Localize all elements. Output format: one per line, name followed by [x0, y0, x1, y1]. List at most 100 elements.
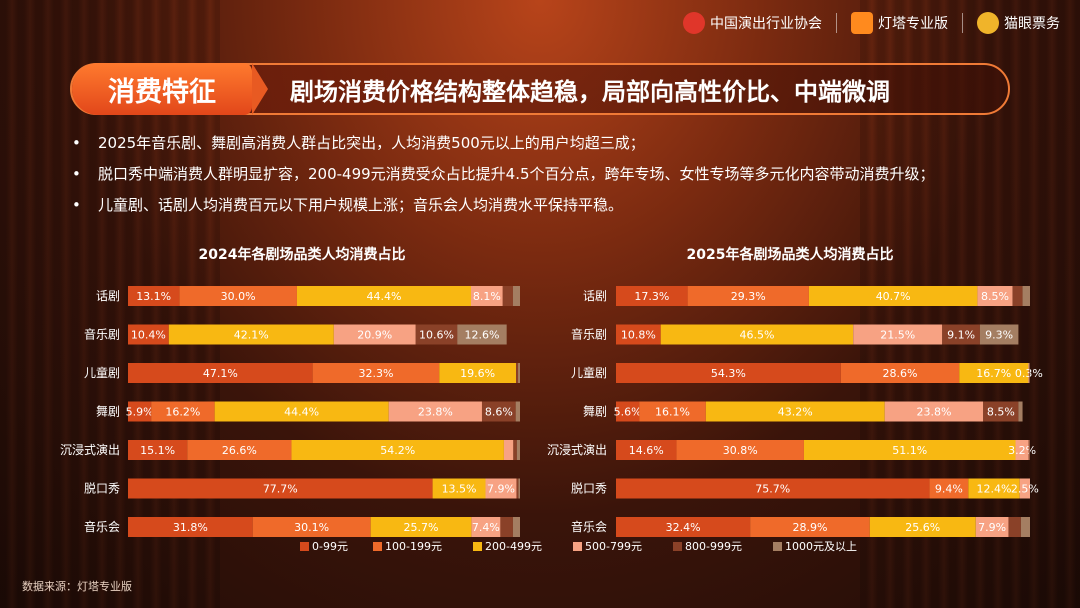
cpaa-seal-icon — [683, 12, 705, 34]
bar-segment — [1022, 286, 1030, 306]
data-label: 54.2% — [380, 444, 415, 457]
data-label: 15.1% — [140, 444, 175, 457]
bar-segment — [388, 401, 482, 422]
bullet-dot: • — [72, 165, 81, 183]
data-label: 28.9% — [792, 521, 827, 534]
bar-segment — [128, 517, 253, 537]
bar-segment — [485, 478, 517, 499]
category-label: 音乐剧 — [84, 327, 120, 342]
bullet-item: • 儿童剧、话剧人均消费百元以下用户规模上涨；音乐会人均消费水平保持平稳。 — [72, 190, 1062, 221]
data-label: 25.7% — [404, 521, 439, 534]
bar-segment — [660, 324, 854, 345]
data-label: 8.6% — [485, 406, 513, 419]
bar-segment — [808, 286, 978, 306]
category-label: 儿童剧 — [571, 365, 607, 380]
legend-swatch — [473, 542, 482, 551]
data-source: 数据来源：灯塔专业版 — [22, 580, 132, 593]
bar-segment — [512, 517, 520, 537]
bar-segment — [869, 517, 976, 537]
bar-segment — [639, 401, 706, 422]
legend-swatch — [573, 542, 582, 551]
legend-swatch — [300, 542, 309, 551]
dengta-logo: 灯塔专业版 — [851, 12, 948, 34]
logo-divider — [962, 13, 963, 33]
bar-segment — [513, 440, 517, 460]
category-label: 音乐会 — [84, 519, 120, 534]
bar-segment — [187, 440, 292, 460]
bar-segment — [750, 517, 870, 537]
logo-divider — [836, 13, 837, 33]
data-label: 32.4% — [666, 521, 701, 534]
legend-label: 500-799元 — [585, 540, 642, 553]
bar-segment — [503, 440, 514, 460]
bar-segment — [516, 363, 519, 383]
data-label: 9.4% — [935, 483, 963, 496]
bar-segment — [687, 286, 809, 306]
bar-segment — [214, 401, 389, 422]
bar-segment — [457, 324, 507, 345]
section-title: 剧场消费价格结构整体趋稳，局部向高性价比、中端微调 — [290, 77, 890, 106]
legend-swatch — [673, 542, 682, 551]
bar-segment — [471, 286, 503, 306]
bar-segment — [1012, 286, 1023, 306]
data-label: 16.1% — [655, 406, 690, 419]
data-label: 5.9% — [126, 406, 154, 419]
data-label: 14.6% — [629, 444, 664, 457]
bar-segment — [884, 401, 984, 422]
bar-segment — [502, 286, 513, 306]
bar-segment — [616, 440, 677, 460]
data-label: 9.3% — [985, 329, 1013, 342]
bar-segment — [179, 286, 297, 306]
data-label: 44.4% — [366, 290, 401, 303]
data-label: 28.6% — [883, 367, 918, 380]
bar-segment — [291, 440, 504, 460]
category-label: 话剧 — [96, 289, 120, 303]
data-label: 8.5% — [987, 406, 1015, 419]
bar-segment — [516, 440, 520, 460]
data-label: 7.9% — [978, 521, 1006, 534]
category-label: 话剧 — [583, 289, 607, 303]
data-label: 43.2% — [778, 406, 813, 419]
bar-segment — [616, 324, 661, 345]
legend-swatch — [373, 542, 382, 551]
bar-segment — [979, 324, 1019, 345]
bullet-text: 2025年音乐剧、舞剧高消费人群占比突出，人均消费500元以上的用户均超三成； — [98, 134, 645, 152]
bar-segment — [151, 401, 215, 422]
data-label: 31.8% — [173, 521, 208, 534]
data-label: 19.6% — [460, 367, 495, 380]
bar-segment — [128, 324, 169, 345]
data-label: 16.2% — [165, 406, 200, 419]
bar-segment — [968, 478, 1020, 499]
chart-title-2024: 2024年各剧场品类人均消费占比 — [198, 247, 406, 263]
data-label: 3.2% — [1008, 444, 1036, 457]
data-label: 7.9% — [487, 483, 515, 496]
bar-segment — [415, 324, 458, 345]
category-label: 脱口秀 — [571, 481, 607, 496]
data-label: 42.1% — [234, 329, 269, 342]
bar-segment — [1020, 517, 1030, 537]
bar-segment — [1028, 440, 1030, 460]
bar-segment — [471, 517, 501, 537]
bar-segment — [616, 517, 751, 537]
data-label: 51.1% — [892, 444, 927, 457]
bar-segment — [168, 324, 334, 345]
maoyan-logo: 猫眼票务 — [977, 12, 1060, 34]
section-banner: 消费特征 剧场消费价格结构整体趋稳，局部向高性价比、中端微调 — [70, 63, 1010, 115]
data-label: 13.1% — [136, 290, 171, 303]
section-tag: 消费特征 — [72, 63, 268, 115]
legend-label: 200-499元 — [485, 540, 542, 553]
data-label: 8.1% — [473, 290, 501, 303]
bar-segment — [1008, 517, 1021, 537]
dengta-icon — [851, 12, 873, 34]
bar-segment — [616, 401, 640, 422]
bar-segment — [942, 324, 980, 345]
legend-swatch — [773, 542, 782, 551]
data-label: 13.5% — [442, 483, 477, 496]
bar-segment — [518, 363, 520, 383]
legend-label: 100-199元 — [385, 540, 442, 553]
data-label: 30.0% — [221, 290, 256, 303]
bar-segment — [983, 401, 1019, 422]
bullet-text: 儿童剧、话剧人均消费百元以下用户规模上涨；音乐会人均消费水平保持平稳。 — [98, 196, 624, 214]
bar-segment — [128, 478, 433, 499]
bar-segment — [803, 440, 1016, 460]
